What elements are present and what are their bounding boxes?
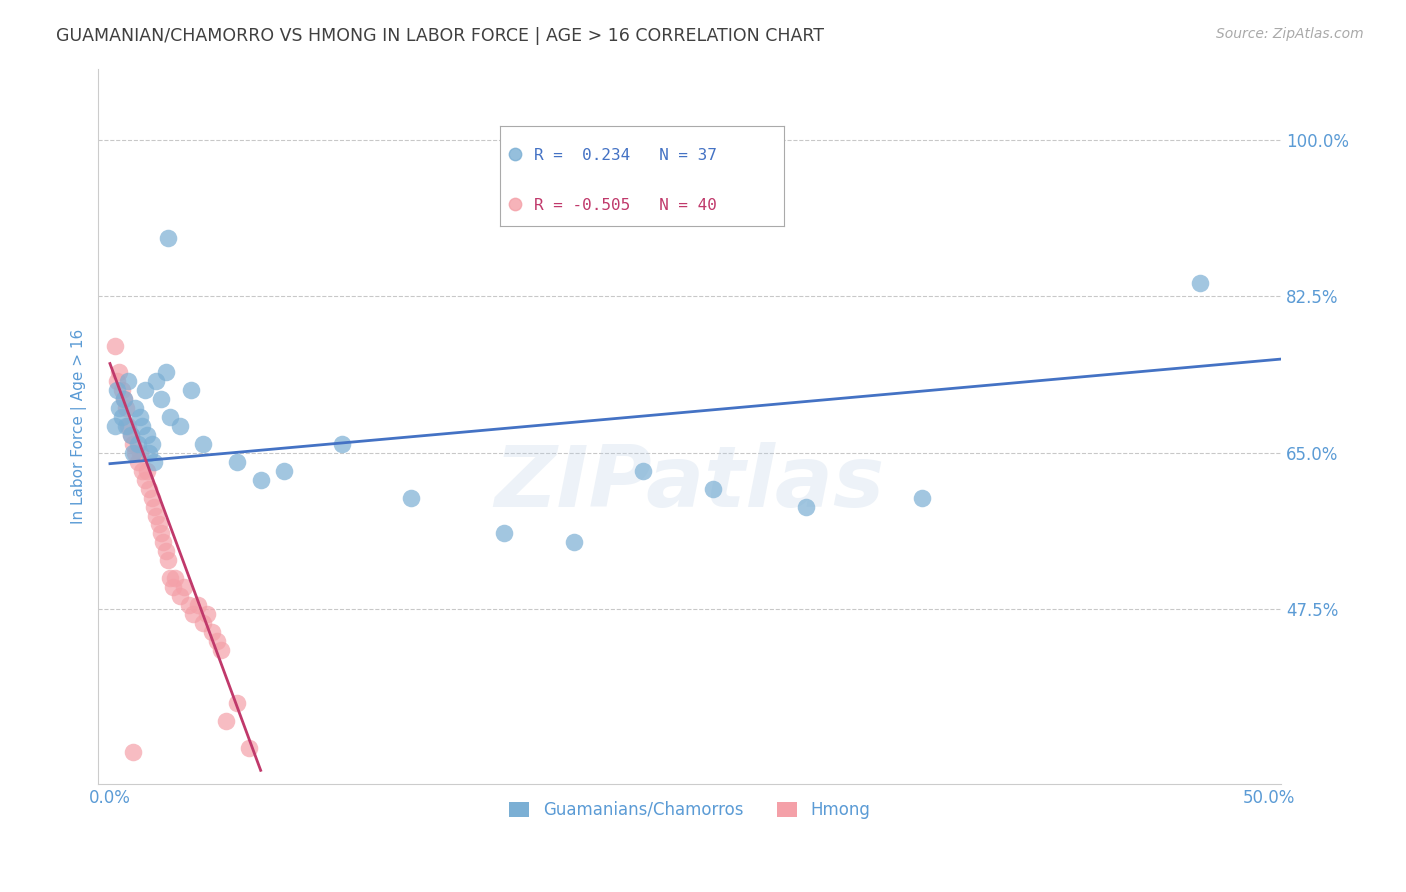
- Point: [401, 491, 423, 505]
- Point: [131, 419, 153, 434]
- Point: [183, 607, 205, 621]
- Text: Source: ZipAtlas.com: Source: ZipAtlas.com: [1216, 27, 1364, 41]
- Point: [136, 428, 159, 442]
- Point: [131, 464, 153, 478]
- Point: [110, 384, 132, 398]
- Point: [115, 401, 138, 416]
- Point: [110, 410, 132, 425]
- Point: [143, 455, 166, 469]
- Text: ZIPatlas: ZIPatlas: [495, 442, 884, 524]
- Point: [187, 598, 209, 612]
- Point: [149, 526, 172, 541]
- Point: [136, 464, 159, 478]
- Point: [215, 714, 238, 728]
- Point: [127, 455, 149, 469]
- Point: [105, 375, 128, 389]
- Point: [191, 437, 214, 451]
- Text: GUAMANIAN/CHAMORRO VS HMONG IN LABOR FORCE | AGE > 16 CORRELATION CHART: GUAMANIAN/CHAMORRO VS HMONG IN LABOR FOR…: [56, 27, 824, 45]
- Point: [129, 410, 152, 425]
- Point: [108, 401, 131, 416]
- Point: [330, 437, 353, 451]
- Point: [105, 384, 128, 398]
- Point: [226, 455, 249, 469]
- Point: [238, 741, 260, 756]
- Point: [122, 437, 145, 451]
- Y-axis label: In Labor Force | Age > 16: In Labor Force | Age > 16: [72, 328, 87, 524]
- Point: [124, 401, 146, 416]
- Point: [134, 384, 156, 398]
- Point: [117, 375, 139, 389]
- Point: [191, 615, 214, 630]
- Point: [124, 446, 146, 460]
- Point: [633, 464, 655, 478]
- Point: [138, 446, 160, 460]
- Legend: Guamanians/Chamorros, Hmong: Guamanians/Chamorros, Hmong: [503, 794, 876, 825]
- Point: [141, 437, 163, 451]
- Point: [794, 500, 817, 514]
- Point: [169, 419, 191, 434]
- Point: [173, 580, 195, 594]
- Point: [249, 473, 271, 487]
- Point: [122, 446, 145, 460]
- Point: [209, 642, 232, 657]
- Point: [145, 508, 167, 523]
- Point: [143, 500, 166, 514]
- Point: [273, 464, 295, 478]
- Point: [148, 517, 170, 532]
- Point: [122, 746, 145, 760]
- Point: [156, 553, 179, 567]
- Point: [112, 392, 135, 407]
- Point: [1188, 276, 1211, 290]
- Point: [201, 624, 224, 639]
- Point: [120, 428, 142, 442]
- Point: [494, 526, 516, 541]
- Point: [702, 482, 724, 496]
- Point: [226, 696, 249, 710]
- Point: [134, 473, 156, 487]
- Point: [156, 231, 179, 245]
- Point: [169, 589, 191, 603]
- Point: [127, 437, 149, 451]
- Point: [141, 491, 163, 505]
- Point: [195, 607, 218, 621]
- Point: [910, 491, 932, 505]
- Point: [108, 366, 131, 380]
- Point: [159, 571, 181, 585]
- Point: [115, 419, 138, 434]
- Point: [120, 428, 142, 442]
- Point: [163, 571, 186, 585]
- Point: [177, 598, 200, 612]
- Point: [129, 446, 152, 460]
- Point: [159, 410, 181, 425]
- Point: [562, 535, 585, 549]
- Point: [103, 339, 125, 353]
- Point: [149, 392, 172, 407]
- Point: [112, 392, 135, 407]
- Point: [138, 482, 160, 496]
- Point: [162, 580, 184, 594]
- Point: [205, 633, 228, 648]
- Point: [103, 419, 125, 434]
- Point: [117, 419, 139, 434]
- Point: [155, 366, 177, 380]
- Point: [152, 535, 174, 549]
- Point: [155, 544, 177, 558]
- Point: [180, 384, 202, 398]
- Point: [145, 375, 167, 389]
